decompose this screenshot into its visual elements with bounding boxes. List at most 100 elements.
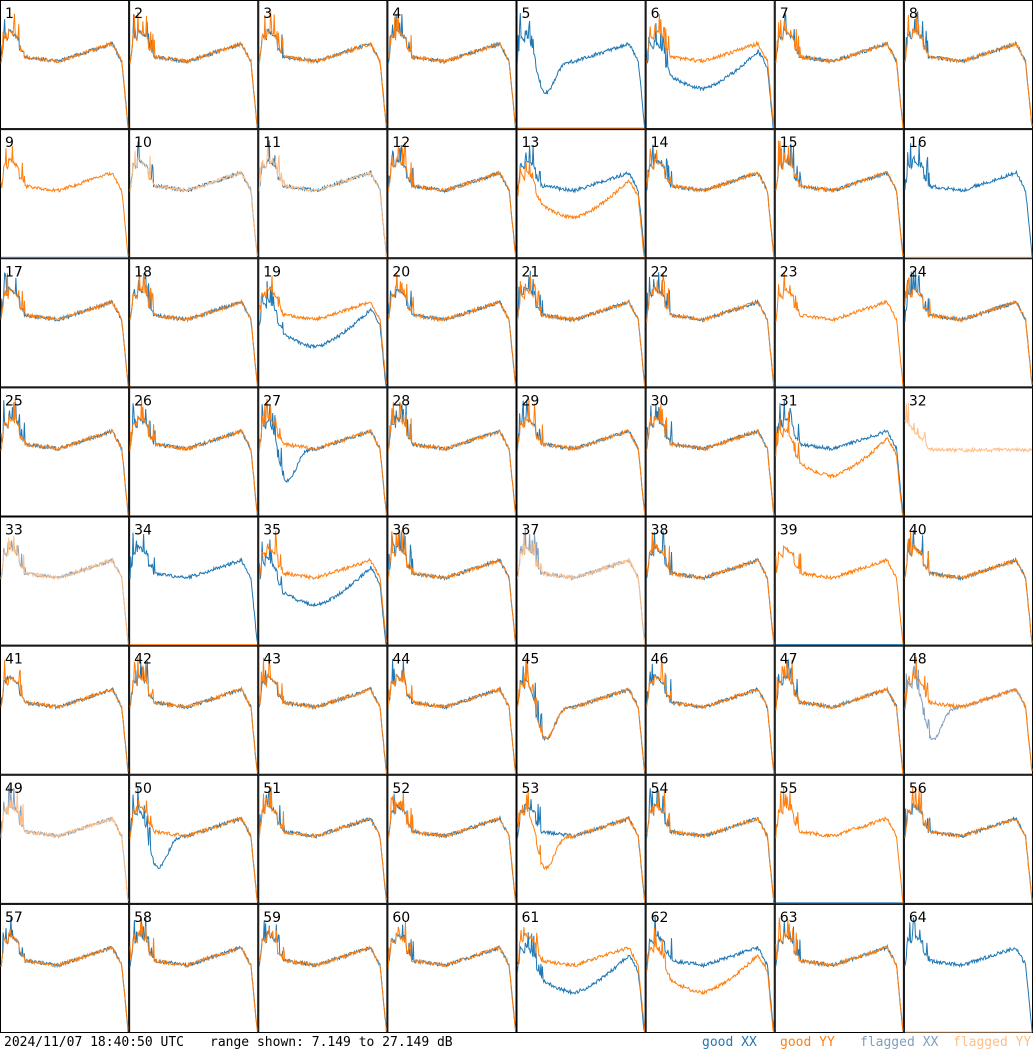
tile-44: 44 <box>387 645 517 775</box>
tile-55: 55 <box>774 774 904 904</box>
series-xx-line <box>775 142 904 257</box>
tile-61: 61 <box>516 903 646 1033</box>
series-yy-line <box>517 158 646 258</box>
tile-label: 7 <box>780 6 789 22</box>
series-xx-line <box>0 785 129 902</box>
tile-label: 16 <box>909 135 927 151</box>
tile-label: 59 <box>263 910 281 926</box>
tile-41: 41 <box>0 645 130 775</box>
series-xx-line <box>129 273 258 385</box>
tile-frame <box>129 903 259 1033</box>
tile-label: 40 <box>909 523 927 539</box>
tile-frame <box>516 903 646 1033</box>
tile-56: 56 <box>903 774 1033 904</box>
tile-label: 39 <box>780 523 798 539</box>
tile-59: 59 <box>258 903 388 1033</box>
tile-label: 27 <box>263 393 281 409</box>
series-yy-line <box>0 535 129 645</box>
series-xx-line <box>904 917 1033 1033</box>
tile-frame <box>645 516 775 646</box>
tile-label: 49 <box>5 781 23 797</box>
tile-15: 15 <box>774 129 904 259</box>
series-yy-line <box>387 272 516 387</box>
tile-51: 51 <box>258 774 388 904</box>
series-yy-line <box>387 670 516 774</box>
tile-35: 35 <box>258 516 388 646</box>
tile-frame <box>645 129 775 259</box>
series-xx-line <box>387 529 516 644</box>
tile-frame <box>0 258 130 388</box>
series-yy-line <box>387 529 516 644</box>
series-xx-line <box>517 270 646 384</box>
series-xx-line <box>258 280 387 387</box>
tile-frame <box>516 645 646 775</box>
tile-frame <box>774 0 904 130</box>
tile-31: 31 <box>774 387 904 517</box>
tile-37: 37 <box>516 516 646 646</box>
tile-frame <box>258 645 388 775</box>
tile-53: 53 <box>516 774 646 904</box>
tile-10: 10 <box>129 129 259 259</box>
series-xx-line <box>129 403 258 516</box>
tile-label: 34 <box>134 523 152 539</box>
series-xx-line <box>129 787 258 901</box>
tile-frame <box>387 258 517 388</box>
series-xx-line <box>904 143 1033 258</box>
series-xx-line <box>387 145 516 256</box>
tile-16: 16 <box>903 129 1033 259</box>
series-xx-line <box>517 666 646 774</box>
tile-label: 14 <box>651 135 669 151</box>
series-yy-line <box>0 399 129 516</box>
tile-45: 45 <box>516 645 646 775</box>
tile-frame <box>258 774 388 904</box>
legend-flagged-yy: flagged YY <box>953 1035 1032 1050</box>
tile-label: 11 <box>263 135 281 151</box>
tile-label: 60 <box>392 910 410 926</box>
tile-26: 26 <box>129 387 259 517</box>
tile-label: 36 <box>392 523 410 539</box>
tile-20: 20 <box>387 258 517 388</box>
tile-1: 1 <box>0 0 130 130</box>
tile-8: 8 <box>903 0 1033 130</box>
series-yy-line <box>775 140 904 257</box>
tile-4: 4 <box>387 0 517 130</box>
series-xx-line <box>387 793 516 903</box>
tile-30: 30 <box>645 387 775 517</box>
tile-label: 57 <box>5 910 23 926</box>
series-yy-line <box>0 791 129 902</box>
tile-label: 15 <box>780 135 798 151</box>
tile-label: 51 <box>263 781 281 797</box>
tile-label: 55 <box>780 781 798 797</box>
series-yy-line <box>775 411 904 516</box>
series-xx-line <box>387 659 516 772</box>
tile-frame <box>129 516 259 646</box>
tile-60: 60 <box>387 903 517 1033</box>
tile-label: 46 <box>651 652 669 668</box>
tile-label: 31 <box>780 393 798 409</box>
tile-21: 21 <box>516 258 646 388</box>
tile-label: 48 <box>909 652 927 668</box>
tile-22: 22 <box>645 258 775 388</box>
tile-36: 36 <box>387 516 517 646</box>
tile-frame <box>387 516 517 646</box>
series-xx-line <box>258 790 387 902</box>
tile-label: 21 <box>522 264 540 280</box>
series-yy-line <box>904 530 1033 644</box>
series-yy-line <box>517 791 646 902</box>
series-yy-line <box>904 12 1033 127</box>
series-xx-line <box>646 787 775 903</box>
tile-46: 46 <box>645 645 775 775</box>
tile-frame <box>258 129 388 259</box>
series-yy-line <box>258 530 387 643</box>
series-xx-line <box>775 658 904 772</box>
tile-42: 42 <box>129 645 259 775</box>
tile-49: 49 <box>0 774 130 904</box>
series-yy-line <box>646 148 775 258</box>
series-yy-line <box>258 398 387 515</box>
series-yy-line <box>0 13 129 128</box>
tile-frame <box>129 774 259 904</box>
tile-frame <box>516 516 646 646</box>
series-yy-line <box>129 150 258 257</box>
tile-frame <box>387 774 517 904</box>
